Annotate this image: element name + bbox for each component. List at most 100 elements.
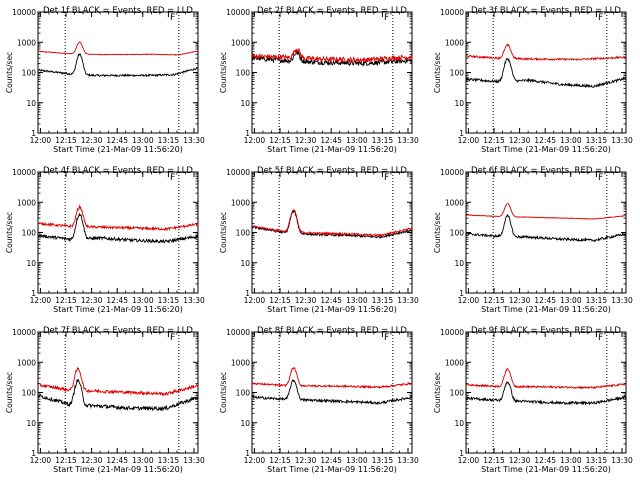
x-axis-label: Start Time (21-Mar-09 11:56:20) xyxy=(481,145,611,154)
flare-marker: F xyxy=(598,13,603,23)
x-tick-label: 12:15 xyxy=(269,296,291,305)
x-axis-label: Start Time (21-Mar-09 11:56:20) xyxy=(53,305,183,314)
y-tick-label: 1000 xyxy=(17,358,36,367)
plot-frame xyxy=(465,11,627,134)
x-tick-label: 12:45 xyxy=(534,296,556,305)
panel-title: Det 6f BLACK = Events, RED = LLD xyxy=(471,166,621,176)
y-axis-label: Counts/sec xyxy=(5,372,14,413)
y-tick-label: 1 xyxy=(245,129,250,138)
flare-marker: F xyxy=(170,333,175,343)
y-tick-label: 100 xyxy=(22,69,37,78)
y-tick-label: 100 xyxy=(236,389,251,398)
y-axis-label: Counts/sec xyxy=(433,52,442,93)
panel-title: Det 3f BLACK = Events, RED = LLD xyxy=(471,6,621,16)
series-lld xyxy=(251,209,413,238)
x-tick-label: 13:30 xyxy=(611,296,633,305)
x-tick-label: 13:30 xyxy=(397,296,419,305)
x-tick-label: 13:00 xyxy=(132,296,154,305)
y-tick-label: 10000 xyxy=(12,168,36,177)
y-tick-label: 10000 xyxy=(226,168,250,177)
x-tick-label: 13:00 xyxy=(346,456,368,465)
series-events xyxy=(37,212,199,244)
series-lld xyxy=(37,204,199,232)
x-tick-label: 12:30 xyxy=(509,456,531,465)
series-lld xyxy=(251,47,413,64)
x-tick-label: 12:00 xyxy=(458,456,480,465)
x-tick-label: 12:45 xyxy=(320,136,342,145)
plot-frame xyxy=(251,11,413,134)
y-axis-label: Counts/sec xyxy=(5,212,14,253)
flare-marker: F xyxy=(598,173,603,183)
flare-marker: F xyxy=(598,333,603,343)
y-tick-label: 1000 xyxy=(445,198,464,207)
plot-frame xyxy=(37,171,199,294)
y-tick-label: 10 xyxy=(26,99,36,108)
y-axis-label: Counts/sec xyxy=(219,372,228,413)
flare-marker: F xyxy=(384,333,389,343)
x-tick-label: 13:15 xyxy=(372,456,394,465)
x-axis-label: Start Time (21-Mar-09 11:56:20) xyxy=(53,145,183,154)
x-tick-label: 13:15 xyxy=(586,296,608,305)
y-tick-label: 10000 xyxy=(226,328,250,337)
y-tick-label: 100 xyxy=(450,69,465,78)
series-events xyxy=(37,378,199,412)
plot-frame xyxy=(251,171,413,294)
series-events xyxy=(251,50,413,67)
x-tick-label: 12:45 xyxy=(320,296,342,305)
series-events xyxy=(465,57,627,89)
panel-title: Det 7f BLACK = Events, RED = LLD xyxy=(43,326,193,336)
y-tick-label: 100 xyxy=(450,229,465,238)
x-tick-label: 13:30 xyxy=(183,296,205,305)
y-tick-label: 1000 xyxy=(17,38,36,47)
panel-title: Det 4f BLACK = Events, RED = LLD xyxy=(43,166,193,176)
x-tick-label: 13:00 xyxy=(560,296,582,305)
y-tick-label: 10 xyxy=(240,99,250,108)
plot-frame xyxy=(465,171,627,294)
series-lld xyxy=(251,366,413,390)
x-axis-label: Start Time (21-Mar-09 11:56:20) xyxy=(481,465,611,474)
flare-marker: F xyxy=(170,173,175,183)
series-lld xyxy=(465,367,627,390)
panel-title: Det 1f BLACK = Events, RED = LLD xyxy=(43,6,193,16)
x-axis-label: Start Time (21-Mar-09 11:56:20) xyxy=(481,305,611,314)
x-tick-label: 13:15 xyxy=(372,136,394,145)
series-events xyxy=(251,209,413,239)
x-tick-label: 12:00 xyxy=(244,296,266,305)
x-tick-label: 13:00 xyxy=(560,456,582,465)
x-axis-label: Start Time (21-Mar-09 11:56:20) xyxy=(53,465,183,474)
y-axis-label: Counts/sec xyxy=(433,372,442,413)
y-tick-label: 10000 xyxy=(12,328,36,337)
x-tick-label: 12:15 xyxy=(269,456,291,465)
series-lld xyxy=(465,203,627,220)
x-tick-label: 12:00 xyxy=(244,456,266,465)
x-tick-label: 13:00 xyxy=(346,296,368,305)
y-tick-label: 1 xyxy=(31,449,36,458)
plot-frame xyxy=(251,331,413,454)
x-tick-label: 12:45 xyxy=(534,456,556,465)
x-tick-label: 12:45 xyxy=(106,456,128,465)
x-tick-label: 12:45 xyxy=(106,296,128,305)
y-tick-label: 10 xyxy=(26,419,36,428)
x-tick-label: 13:30 xyxy=(397,136,419,145)
y-tick-label: 1 xyxy=(31,129,36,138)
y-tick-label: 1000 xyxy=(17,198,36,207)
x-tick-label: 13:00 xyxy=(346,136,368,145)
series-events xyxy=(465,381,627,406)
y-tick-label: 1000 xyxy=(445,358,464,367)
y-axis-label: Counts/sec xyxy=(219,212,228,253)
x-tick-label: 12:30 xyxy=(509,136,531,145)
y-tick-label: 100 xyxy=(450,389,465,398)
y-tick-label: 1000 xyxy=(231,358,250,367)
y-tick-label: 10 xyxy=(454,259,464,268)
series-events xyxy=(251,379,413,406)
x-tick-label: 13:00 xyxy=(560,136,582,145)
x-tick-label: 13:00 xyxy=(132,456,154,465)
y-tick-label: 100 xyxy=(236,229,251,238)
x-tick-label: 12:15 xyxy=(483,296,505,305)
